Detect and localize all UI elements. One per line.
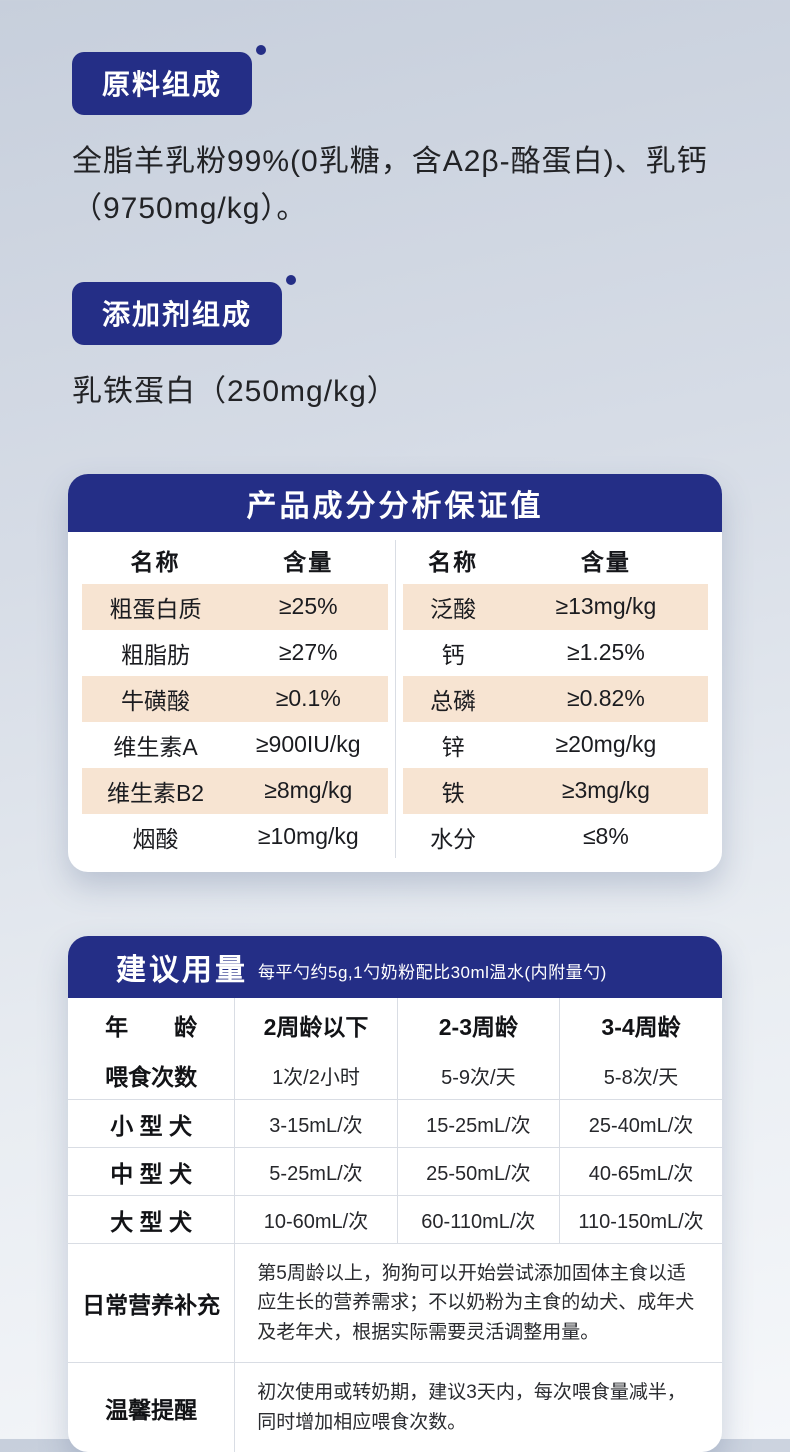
badge-dot-icon: [256, 45, 266, 55]
nutrient-value: ≥20mg/kg: [504, 722, 708, 768]
analysis-card-header: 产品成分分析保证值: [68, 474, 722, 532]
table-center-divider: [395, 540, 396, 858]
additive-badge-label: 添加剂组成: [72, 282, 282, 345]
analysis-row: 锌≥20mg/kg: [403, 722, 709, 768]
analysis-row: 铁≥3mg/kg: [403, 768, 709, 814]
dosage-value: 25-40mL/次: [560, 1100, 722, 1148]
badge-dot-icon: [286, 275, 296, 285]
dosage-row-label: 喂食次数: [68, 1052, 235, 1100]
dosage-value: 25-50mL/次: [397, 1148, 559, 1196]
analysis-head: 名称含量: [403, 536, 709, 584]
analysis-left-table: 名称含量粗蛋白质≥25%粗脂肪≥27%牛磺酸≥0.1%维生素A≥900IU/kg…: [82, 536, 388, 860]
age-column-header: 2-3周龄: [397, 998, 559, 1052]
dosage-value: 3-15mL/次: [235, 1100, 397, 1148]
dosage-value: 110-150mL/次: [560, 1196, 722, 1244]
dosage-row-label: 中 型 犬: [68, 1148, 235, 1196]
nutrient-value: ≥0.82%: [504, 676, 708, 722]
dosage-value: 15-25mL/次: [397, 1100, 559, 1148]
dosage-row-label: 大 型 犬: [68, 1196, 235, 1244]
analysis-header-row: 名称含量: [82, 536, 388, 584]
nutrient-value: ≥8mg/kg: [229, 768, 387, 814]
nutrient-value: ≥0.1%: [229, 676, 387, 722]
age-column-header: 2周龄以下: [235, 998, 397, 1052]
nutrient-value: ≥25%: [229, 584, 387, 630]
nutrient-name: 牛磺酸: [82, 676, 229, 722]
analysis-row: 粗脂肪≥27%: [82, 630, 388, 676]
nutrient-name: 烟酸: [82, 814, 229, 860]
column-header: 名称: [82, 536, 229, 584]
raw-material-section: 原料组成 全脂羊乳粉99%(0乳糖，含A2β-酪蛋白)、乳钙（9750mg/kg…: [68, 52, 722, 232]
nutrient-value: ≥900IU/kg: [229, 722, 387, 768]
nutrient-name: 粗蛋白质: [82, 584, 229, 630]
additive-section: 添加剂组成 乳铁蛋白（250mg/kg）: [68, 282, 722, 416]
nutrient-value: ≥1.25%: [504, 630, 708, 676]
raw-material-text: 全脂羊乳粉99%(0乳糖，含A2β-酪蛋白)、乳钙（9750mg/kg）。: [72, 139, 722, 232]
dosage-value: 5-25mL/次: [235, 1148, 397, 1196]
column-header: 名称: [403, 536, 504, 584]
age-column-header: 3-4周龄: [560, 998, 722, 1052]
analysis-row: 泛酸≥13mg/kg: [403, 584, 709, 630]
dosage-note-row: 日常营养补充第5周龄以上，狗狗可以开始尝试添加固体主食以适应生长的营养需求；不以…: [68, 1244, 722, 1363]
dosage-value: 5-8次/天: [560, 1052, 722, 1100]
nutrient-name: 钙: [403, 630, 504, 676]
nutrient-name: 维生素A: [82, 722, 229, 768]
nutrient-value: ≥13mg/kg: [504, 584, 708, 630]
nutrient-value: ≥3mg/kg: [504, 768, 708, 814]
additive-text: 乳铁蛋白（250mg/kg）: [72, 369, 722, 416]
nutrient-name: 维生素B2: [82, 768, 229, 814]
dosage-note-text: 第5周龄以上，狗狗可以开始尝试添加固体主食以适应生长的营养需求；不以奶粉为主食的…: [235, 1244, 722, 1363]
dosage-value: 10-60mL/次: [235, 1196, 397, 1244]
analysis-table-area: 名称含量粗蛋白质≥25%粗脂肪≥27%牛磺酸≥0.1%维生素A≥900IU/kg…: [68, 532, 722, 872]
nutrient-name: 粗脂肪: [82, 630, 229, 676]
dosage-value: 5-9次/天: [397, 1052, 559, 1100]
dosage-row-label: 小 型 犬: [68, 1100, 235, 1148]
analysis-card-title: 产品成分分析保证值: [247, 481, 544, 525]
dosage-row-label: 日常营养补充: [68, 1244, 235, 1363]
column-header: 含量: [229, 536, 387, 584]
dosage-value: 1次/2小时: [235, 1052, 397, 1100]
nutrient-name: 锌: [403, 722, 504, 768]
nutrient-value: ≥27%: [229, 630, 387, 676]
nutrient-name: 铁: [403, 768, 504, 814]
raw-material-badge: 原料组成: [72, 52, 252, 115]
dosage-card-header: 建议用量 每平勺约5g,1勺奶粉配比30ml温水(内附量勺): [68, 936, 722, 998]
analysis-row: 烟酸≥10mg/kg: [82, 814, 388, 860]
dosage-card-subtitle: 每平勺约5g,1勺奶粉配比30ml温水(内附量勺): [258, 958, 607, 983]
analysis-row: 水分≤8%: [403, 814, 709, 860]
dosage-value: 40-65mL/次: [560, 1148, 722, 1196]
analysis-row: 粗蛋白质≥25%: [82, 584, 388, 630]
column-header: 含量: [504, 536, 708, 584]
additive-badge: 添加剂组成: [72, 282, 282, 345]
analysis-row: 钙≥1.25%: [403, 630, 709, 676]
nutrient-name: 水分: [403, 814, 504, 860]
nutrient-value: ≤8%: [504, 814, 708, 860]
age-row-label: 年 龄: [68, 998, 235, 1052]
analysis-row: 总磷≥0.82%: [403, 676, 709, 722]
analysis-head: 名称含量: [82, 536, 388, 584]
analysis-row: 维生素A≥900IU/kg: [82, 722, 388, 768]
analysis-header-row: 名称含量: [403, 536, 709, 584]
analysis-row: 牛磺酸≥0.1%: [82, 676, 388, 722]
nutrient-name: 泛酸: [403, 584, 504, 630]
analysis-row: 维生素B2≥8mg/kg: [82, 768, 388, 814]
raw-material-badge-label: 原料组成: [72, 52, 252, 115]
analysis-card: 产品成分分析保证值 名称含量粗蛋白质≥25%粗脂肪≥27%牛磺酸≥0.1%维生素…: [68, 474, 722, 872]
nutrient-name: 总磷: [403, 676, 504, 722]
dosage-value: 60-110mL/次: [397, 1196, 559, 1244]
dosage-card-title: 建议用量: [116, 945, 248, 989]
nutrient-value: ≥10mg/kg: [229, 814, 387, 860]
